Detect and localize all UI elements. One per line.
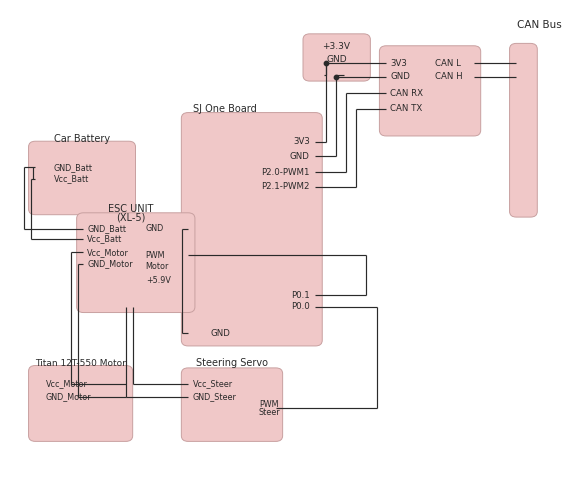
Text: GND: GND	[290, 152, 310, 160]
Text: P0.0: P0.0	[291, 302, 310, 312]
Text: GND_Batt: GND_Batt	[88, 224, 126, 233]
FancyBboxPatch shape	[303, 34, 370, 81]
Text: P2.0-PWM1: P2.0-PWM1	[261, 168, 310, 177]
Text: +3.3V: +3.3V	[323, 42, 351, 51]
FancyBboxPatch shape	[510, 43, 537, 217]
Text: GND_Steer: GND_Steer	[193, 392, 237, 401]
Text: GND: GND	[390, 72, 410, 81]
Text: Steer: Steer	[259, 408, 281, 417]
Text: Vcc_Batt: Vcc_Batt	[88, 235, 123, 243]
FancyBboxPatch shape	[77, 213, 195, 312]
FancyBboxPatch shape	[182, 368, 283, 442]
FancyBboxPatch shape	[380, 46, 481, 136]
Text: PWM: PWM	[146, 251, 165, 260]
Text: 3V3: 3V3	[293, 137, 310, 146]
Text: P0.1: P0.1	[291, 291, 310, 300]
Text: CAN TX: CAN TX	[390, 104, 422, 113]
Text: GND: GND	[326, 55, 347, 64]
Text: SJ One Board: SJ One Board	[193, 104, 257, 114]
Text: Steering Servo: Steering Servo	[196, 358, 268, 368]
Text: 3V3: 3V3	[390, 59, 407, 68]
Point	[321, 60, 330, 67]
FancyBboxPatch shape	[182, 113, 322, 346]
Text: GND: GND	[211, 328, 230, 337]
Text: GND_Motor: GND_Motor	[88, 259, 133, 268]
Text: Vcc_Motor: Vcc_Motor	[88, 248, 129, 257]
Text: Vcc_Steer: Vcc_Steer	[193, 380, 233, 389]
Text: CAN RX: CAN RX	[390, 88, 423, 97]
Text: PWM: PWM	[259, 400, 278, 408]
Text: CAN Bus: CAN Bus	[517, 20, 562, 30]
Text: Motor: Motor	[146, 262, 169, 271]
Text: +5.9V: +5.9V	[146, 276, 171, 285]
Text: Car Battery: Car Battery	[54, 134, 110, 144]
Text: Vcc_Motor: Vcc_Motor	[46, 380, 88, 389]
Point	[331, 73, 340, 81]
Text: GND: GND	[146, 224, 164, 233]
Text: (XL-5): (XL-5)	[116, 213, 145, 223]
Text: CAN L: CAN L	[435, 59, 461, 68]
Text: GND_Batt: GND_Batt	[53, 163, 92, 172]
FancyBboxPatch shape	[28, 365, 133, 442]
FancyBboxPatch shape	[28, 141, 135, 215]
Text: ESC UNIT: ESC UNIT	[108, 204, 153, 214]
Text: CAN H: CAN H	[435, 72, 463, 81]
Text: GND_Motor: GND_Motor	[46, 392, 91, 401]
Text: Vcc_Batt: Vcc_Batt	[53, 174, 89, 183]
Text: Titan 12T-550 Motor: Titan 12T-550 Motor	[35, 359, 126, 368]
Text: P2.1-PWM2: P2.1-PWM2	[261, 182, 310, 191]
